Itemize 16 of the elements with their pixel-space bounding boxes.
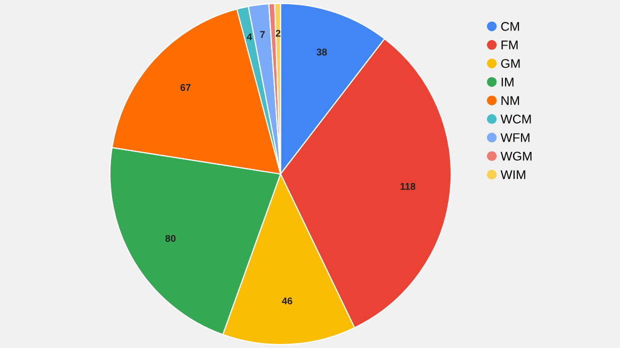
data-label: 46: [282, 297, 292, 304]
legend-label: FM: [502, 40, 518, 50]
legend-label: IM: [502, 78, 514, 86]
data-label: 80: [165, 234, 176, 242]
data-label: 7: [260, 31, 265, 38]
legend-label: WCM: [500, 114, 531, 124]
legend-label: GM: [501, 59, 520, 68]
legend-label: NM: [502, 96, 519, 105]
legend-label: WFM: [500, 133, 530, 142]
legend-label: WGM: [500, 152, 532, 161]
data-label: 38: [316, 48, 327, 56]
data-label: 4: [246, 33, 252, 40]
data-label: 67: [180, 84, 190, 91]
legend-label: CM: [501, 22, 519, 31]
legend-label: WIM: [500, 170, 526, 179]
data-label: 118: [400, 182, 416, 190]
